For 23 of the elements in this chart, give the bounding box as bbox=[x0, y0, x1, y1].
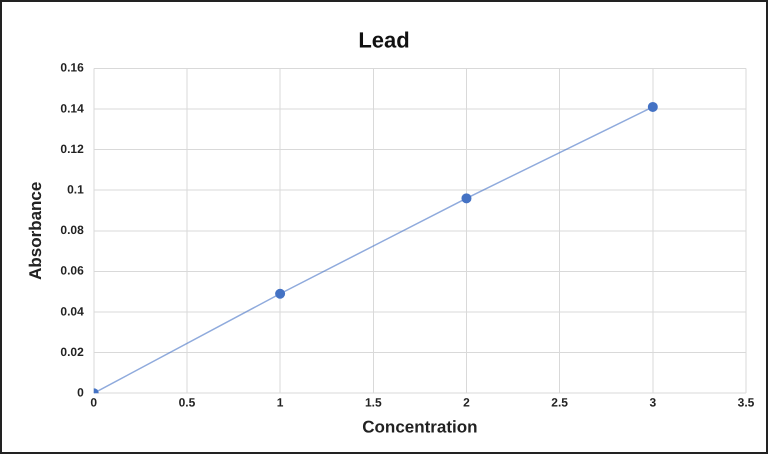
chart-title: Lead bbox=[358, 27, 410, 52]
x-tick-label: 0.5 bbox=[178, 396, 196, 410]
x-tick-label: 0 bbox=[90, 396, 98, 410]
x-tick-label: 1 bbox=[276, 396, 284, 410]
x-tick-label: 2 bbox=[463, 396, 470, 410]
x-tick-label: 3.5 bbox=[738, 396, 755, 410]
y-tick-label: 0.02 bbox=[60, 344, 84, 359]
y-tick-label: 0.1 bbox=[67, 182, 84, 197]
y-tick-label: 0 bbox=[77, 386, 84, 400]
y-tick-label: 0.06 bbox=[60, 264, 84, 278]
y-tick-label: 0.04 bbox=[60, 304, 84, 318]
x-tick-label: 1.5 bbox=[364, 396, 382, 410]
point bbox=[461, 193, 472, 204]
x-tick-label: 2.5 bbox=[551, 396, 568, 410]
y-axis-title: Absorbance bbox=[26, 182, 45, 280]
x-tick-label: 3 bbox=[649, 396, 656, 410]
y-tick-label: 0.16 bbox=[60, 60, 84, 75]
y-tick-label: 0.08 bbox=[60, 223, 84, 238]
y-tick-label: 0.12 bbox=[60, 142, 84, 156]
point bbox=[275, 288, 286, 299]
y-tick-label: 0.14 bbox=[60, 101, 84, 116]
x-axis-title: Concentration bbox=[362, 417, 478, 436]
point bbox=[648, 102, 658, 112]
